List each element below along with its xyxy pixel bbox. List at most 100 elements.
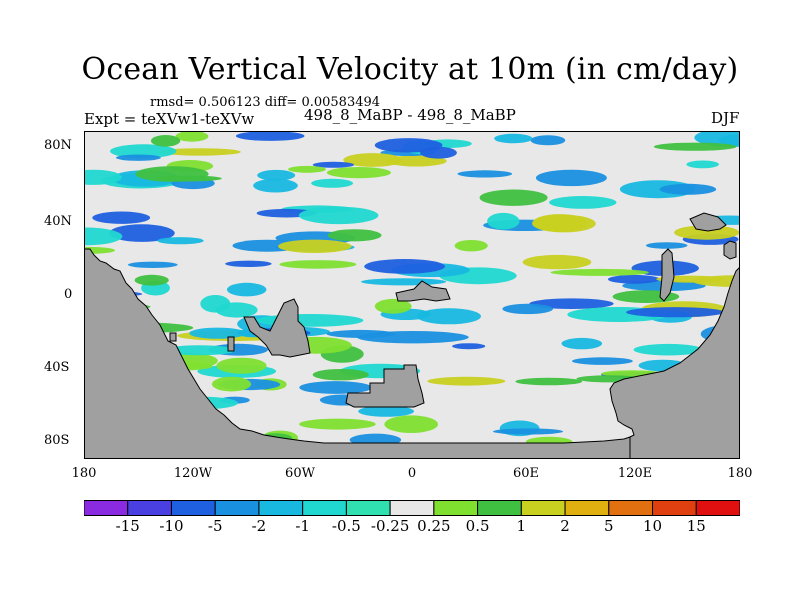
field-blob [326,167,391,179]
velocity-field [84,131,740,457]
colorbar-label: -2 [251,517,267,535]
colorbar-swatch [84,500,129,516]
field-blob [530,135,566,146]
field-blob [454,240,488,252]
field-blob [674,225,740,240]
field-blob [115,154,161,161]
y-tick-label: 40S [44,360,70,375]
field-blob [175,131,209,142]
field-blob [572,357,633,365]
colorbar-label: 15 [686,517,706,535]
field-blob [358,405,414,417]
field-blob [189,327,246,339]
land-east-continent [609,266,740,459]
field-blob [487,212,520,230]
colorbar-swatch [389,500,435,516]
field-blob [257,169,296,181]
field-blob [522,254,592,270]
field-blob [626,307,725,318]
field-blob [253,178,298,193]
land-west-small-b [169,332,177,342]
field-blob [227,282,267,297]
field-blob [110,144,177,159]
field-blob [515,377,583,386]
field-blob [694,131,740,147]
experiment-label: Expt = teXVw1-teXVw [84,110,255,128]
land-island-south-central [345,364,425,408]
field-blob [529,298,614,309]
colorbar-label: 5 [604,517,614,535]
field-blob [216,357,267,374]
land-northeast-island [689,212,727,232]
colorbar-label: -0.5 [331,517,361,535]
x-tick-label: 0 [407,466,417,481]
x-tick-label: 60W [285,466,315,481]
x-tick-label: 120W [173,466,213,481]
runs-label: 498_8_MaBP - 498_8_MaBP [304,106,516,124]
field-blob [364,259,445,274]
field-blob [659,183,717,195]
x-tick-label: 180 [727,466,753,481]
land-west-continent [84,248,631,459]
field-blob [92,211,151,224]
field-blob [311,178,354,188]
field-blob [162,345,236,356]
field-blob [492,428,564,435]
field-blob [535,169,607,187]
colorbar-swatch [695,500,740,516]
y-tick-label: 80S [44,433,70,448]
colorbar-label: -5 [207,517,223,535]
field-blob [127,261,178,268]
field-blob [457,170,513,178]
field-blob [158,148,241,156]
field-blob [374,298,412,314]
y-tick-label: 0 [64,287,73,302]
colorbar-swatch [520,500,566,516]
y-tick-label: 80N [44,138,72,153]
field-blob [134,274,169,286]
field-blob [327,229,382,242]
land-masses [84,212,740,459]
x-tick-label: 180 [71,466,97,481]
land-equatorial-island [395,280,451,302]
field-blob [288,165,326,173]
field-blob [417,308,481,325]
field-blob [502,303,553,315]
colorbar-label: -15 [115,517,140,535]
field-blob [312,161,355,168]
field-blob [109,224,175,242]
colorbar-swatch [652,500,697,516]
field-blob [312,369,369,381]
field-blob [686,160,719,169]
colorbar-swatch [258,500,304,516]
season-label: DJF [711,109,740,127]
colorbar [84,500,740,516]
field-blob [156,175,222,182]
land-east-edge [723,240,737,260]
field-blob [653,142,737,151]
field-blob [374,138,443,153]
map-plot-area [84,131,740,459]
colorbar-label: -1 [295,517,310,535]
field-blob [326,329,396,338]
field-blob [278,239,352,253]
colorbar-label: 1 [516,517,527,535]
field-blob [298,206,379,225]
colorbar-swatch [477,500,522,516]
colorbar-swatch [214,500,260,516]
colorbar-swatch [433,500,479,516]
field-blob [550,268,649,276]
land-east-strip [659,248,675,302]
colorbar-label: -0.25 [370,517,410,535]
field-blob [150,135,181,147]
field-blob [279,260,357,269]
colorbar-swatch [345,500,391,516]
x-tick-label: 120E [617,466,653,481]
land-west-small-a [227,336,235,352]
field-blob [225,260,272,267]
colorbar-label: 2 [560,517,570,535]
field-blob [452,343,486,350]
field-blob [299,418,376,430]
field-blob [84,227,123,246]
x-tick-label: 60E [512,466,540,481]
